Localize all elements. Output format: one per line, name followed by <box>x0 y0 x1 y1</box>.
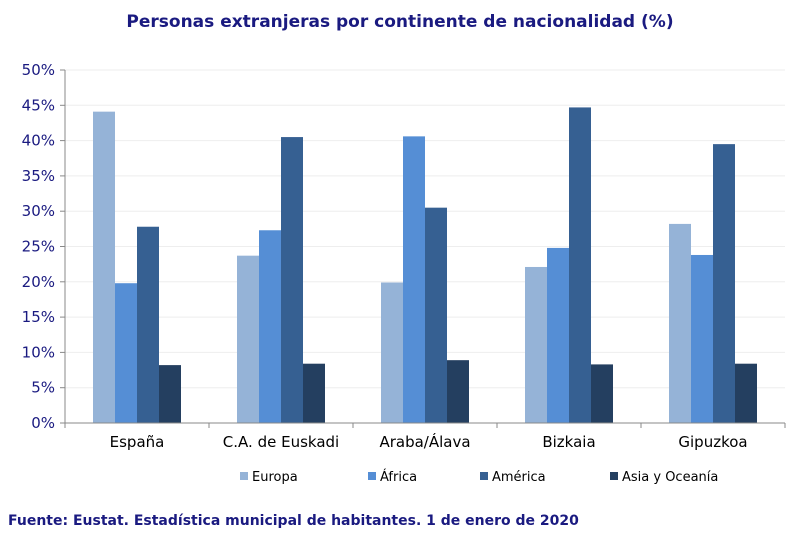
bar--frica-1 <box>259 230 281 423</box>
bar-europa-0 <box>93 111 115 424</box>
axes <box>64 70 786 428</box>
legend: Europa África América Asia y Oceanía <box>240 469 718 485</box>
legend-swatch <box>368 472 376 480</box>
y-tick-label: 20% <box>22 273 55 291</box>
x-category-label: C.A. de Euskadi <box>223 433 339 451</box>
bar-asia-y-ocean-a-2 <box>447 360 469 423</box>
source-note: Fuente: Eustat. Estadística municipal de… <box>8 513 579 529</box>
y-tick-label: 25% <box>22 238 55 256</box>
bar-am-rica-0 <box>137 226 159 423</box>
x-category-label: España <box>110 433 165 451</box>
x-category-label: Bizkaia <box>542 433 595 451</box>
legend-label: África <box>380 469 417 485</box>
bars <box>93 107 757 424</box>
legend-label: América <box>492 470 546 485</box>
bar-asia-y-ocean-a-4 <box>735 363 757 423</box>
legend-swatch <box>240 472 248 480</box>
x-category-label: Gipuzkoa <box>678 433 747 451</box>
y-tick-label: 15% <box>22 308 55 326</box>
bar-asia-y-ocean-a-1 <box>303 363 325 423</box>
bar-europa-1 <box>237 255 259 423</box>
bar-europa-3 <box>525 266 547 423</box>
bar-am-rica-4 <box>713 144 735 423</box>
bar-asia-y-ocean-a-0 <box>159 365 181 423</box>
bar--frica-2 <box>403 136 425 423</box>
bar-europa-2 <box>381 282 403 423</box>
bar--frica-4 <box>691 254 713 423</box>
bar-am-rica-2 <box>425 207 447 423</box>
y-tick-label: 40% <box>22 132 55 150</box>
y-tick-label: 45% <box>22 96 55 114</box>
legend-swatch <box>480 472 488 480</box>
y-tick-label: 5% <box>31 379 55 397</box>
bar-europa-4 <box>669 223 691 423</box>
y-tick-label: 0% <box>31 414 55 432</box>
y-tick-label: 10% <box>22 343 55 361</box>
bar-am-rica-3 <box>569 107 591 423</box>
y-tick-label: 30% <box>22 202 55 220</box>
x-axis-labels: España C.A. de Euskadi Araba/Álava Bizkaia G… <box>110 432 748 451</box>
bar-asia-y-ocean-a-3 <box>591 364 613 423</box>
y-axis-ticks: 0% 5% 10% 15% 20% 25% 30% 35% 40% 45% 50% <box>22 61 55 432</box>
x-category-label: Araba/Álava <box>379 432 470 451</box>
bar--frica-3 <box>547 247 569 423</box>
legend-label: Europa <box>252 470 298 485</box>
legend-label: Asia y Oceanía <box>622 470 718 485</box>
bar--frica-0 <box>115 283 137 423</box>
legend-swatch <box>610 472 618 480</box>
y-tick-label: 50% <box>22 61 55 79</box>
bar-am-rica-1 <box>281 137 303 423</box>
chart-title: Personas extranjeras por continente de n… <box>126 12 674 32</box>
y-tick-label: 35% <box>22 167 55 185</box>
